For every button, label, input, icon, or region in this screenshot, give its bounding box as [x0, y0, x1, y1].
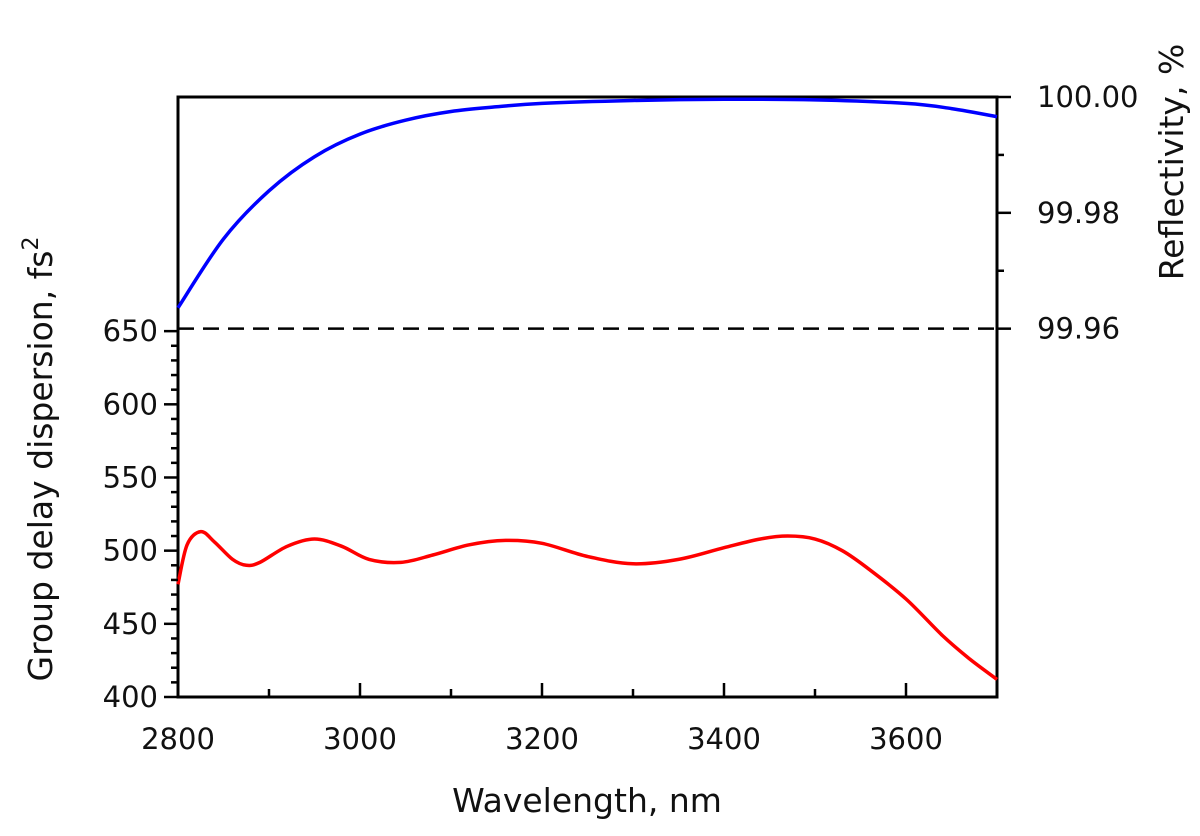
- x-tick-label: 3000: [323, 722, 397, 756]
- y-tick-label: 450: [103, 607, 158, 641]
- y2-tick-label: 99.96: [1037, 312, 1120, 346]
- y-tick-label: 400: [103, 680, 158, 714]
- y2-axis-title: Reflectivity, %: [1152, 44, 1191, 281]
- y-axis-title-exponent: 2: [19, 237, 44, 251]
- y2-tick-label: 100.00: [1037, 80, 1138, 114]
- reflectivity-line: [176, 97, 998, 309]
- y-axis-title: Group delay dispersion, fs2: [19, 237, 60, 682]
- x-tick-label: 3200: [505, 722, 579, 756]
- x-tick-label: 3600: [869, 722, 943, 756]
- y-tick-label: 600: [103, 387, 158, 421]
- y-axis-title-text: Group delay dispersion, fs: [21, 251, 60, 682]
- y-tick-label: 550: [103, 460, 158, 494]
- y-tick-label: 500: [103, 534, 158, 568]
- gdd-line: [176, 529, 999, 681]
- x-axis-title: Wavelength, nm: [452, 781, 722, 820]
- plot-frame: [176, 95, 999, 699]
- y-tick-label: 650: [103, 314, 158, 348]
- y2-tick-label: 99.98: [1037, 196, 1120, 230]
- x-tick-label: 3400: [687, 722, 761, 756]
- x-tick-label: 2800: [141, 722, 215, 756]
